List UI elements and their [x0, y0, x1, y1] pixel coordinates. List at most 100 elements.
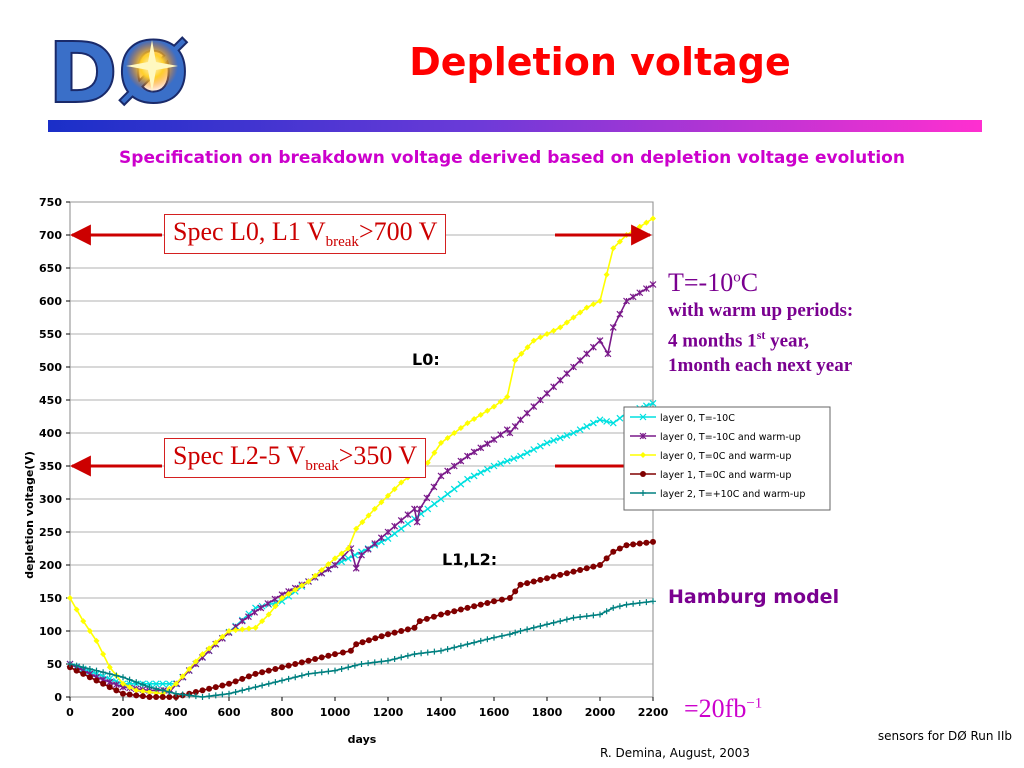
data-point — [583, 422, 591, 430]
series-lines — [66, 215, 657, 700]
data-point — [543, 389, 551, 397]
legend-label: layer 0, T=-10C and warm-up — [660, 432, 801, 443]
data-point — [550, 383, 558, 391]
data-point — [338, 665, 345, 672]
data-point — [457, 606, 464, 613]
data-point — [272, 603, 279, 610]
luminosity-label: =20fb−1 — [684, 694, 762, 724]
data-point — [239, 675, 246, 682]
x-tick-label: 0 — [66, 706, 74, 719]
x-tick-label: 2200 — [638, 706, 669, 719]
legend-entry: layer 2, T=+10C and warm-up — [630, 489, 805, 500]
data-point — [397, 525, 405, 533]
data-point — [570, 614, 577, 621]
data-point — [212, 684, 219, 691]
data-point — [192, 689, 199, 696]
data-point — [67, 661, 73, 667]
data-point — [126, 691, 133, 698]
data-point — [345, 545, 352, 552]
data-point — [139, 681, 146, 688]
data-point — [544, 621, 550, 628]
data-point — [298, 659, 305, 666]
data-point — [106, 664, 113, 671]
data-point — [483, 465, 491, 473]
data-point — [298, 672, 305, 679]
data-point — [318, 654, 325, 661]
data-point — [431, 449, 438, 456]
data-point — [411, 624, 418, 631]
note-line-2-sup: st — [756, 328, 766, 342]
data-point — [431, 648, 438, 655]
data-point — [257, 604, 265, 612]
data-point — [616, 414, 624, 422]
x-tick-label: 400 — [165, 706, 188, 719]
data-point — [498, 632, 505, 639]
data-point — [416, 618, 423, 625]
data-point — [630, 600, 637, 607]
data-point — [437, 495, 445, 503]
data-point — [264, 600, 272, 607]
data-point — [166, 694, 173, 700]
data-point — [583, 613, 590, 620]
data-point — [371, 659, 378, 666]
data-point — [649, 281, 657, 288]
data-point — [133, 687, 140, 694]
data-point — [471, 415, 478, 422]
data-point — [491, 598, 497, 605]
data-point — [537, 576, 544, 583]
data-point — [358, 661, 365, 667]
data-point — [550, 619, 557, 626]
data-point — [629, 293, 637, 301]
data-point — [173, 680, 179, 687]
data-point — [438, 611, 444, 618]
spec-text: Spec L0, L1 V — [173, 217, 326, 246]
data-point — [86, 674, 93, 681]
data-point — [597, 562, 603, 568]
data-point — [377, 534, 385, 542]
data-point — [603, 418, 611, 425]
data-point — [430, 483, 438, 491]
data-point — [86, 628, 93, 634]
data-point — [365, 512, 372, 519]
data-point — [544, 575, 550, 582]
data-point — [524, 580, 531, 587]
temperature-note: T=-10oC with warm up periods: 4 months 1… — [668, 268, 853, 378]
data-point — [359, 519, 366, 526]
data-point — [636, 599, 643, 606]
data-point — [550, 437, 558, 444]
data-point — [166, 689, 173, 696]
data-point — [610, 604, 617, 611]
data-point — [252, 624, 259, 631]
data-point — [457, 425, 464, 432]
data-point — [120, 680, 126, 687]
data-point — [358, 551, 365, 559]
data-point — [610, 548, 617, 555]
data-point — [416, 505, 424, 513]
data-point — [530, 337, 537, 344]
data-point — [563, 616, 570, 623]
data-point — [199, 651, 206, 658]
data-point — [457, 642, 464, 649]
data-point — [351, 662, 358, 669]
data-point — [212, 639, 219, 646]
data-point — [93, 677, 100, 684]
data-point — [512, 629, 519, 636]
data-point — [411, 651, 418, 658]
data-point — [318, 669, 325, 676]
data-point — [418, 650, 425, 657]
note-line-1: with warm up periods: — [668, 300, 854, 321]
data-point — [292, 661, 299, 667]
data-point — [352, 564, 360, 572]
y-tick-label: 600 — [39, 295, 62, 308]
data-point — [384, 535, 392, 543]
data-point — [344, 554, 352, 562]
data-point — [285, 675, 292, 682]
data-point — [590, 563, 597, 570]
data-point — [503, 457, 511, 465]
lumi-sup: −1 — [746, 695, 763, 712]
data-point — [245, 685, 252, 692]
data-point — [550, 327, 557, 334]
data-point — [265, 667, 272, 674]
data-point — [73, 662, 80, 669]
data-point — [332, 651, 338, 658]
